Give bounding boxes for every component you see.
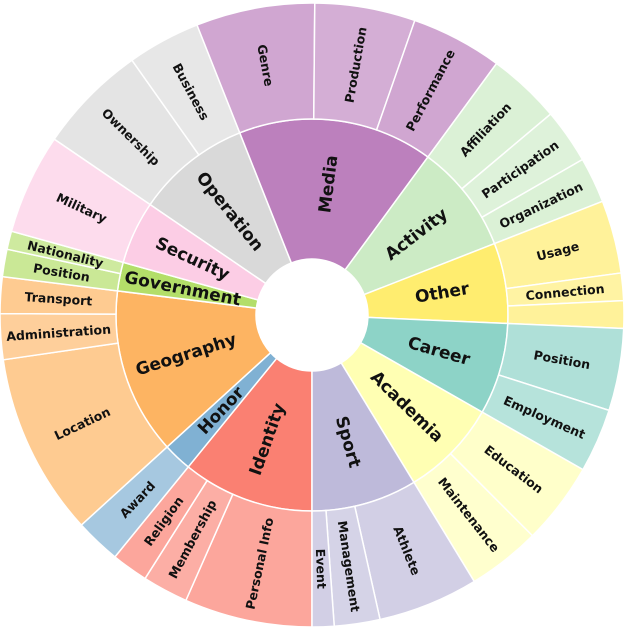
outer-label-event: Event (313, 549, 329, 590)
outer-label-transport: Transport (24, 289, 93, 308)
outer-label-connection: Connection (525, 281, 605, 303)
outer-label-administration: Administration (6, 322, 112, 344)
